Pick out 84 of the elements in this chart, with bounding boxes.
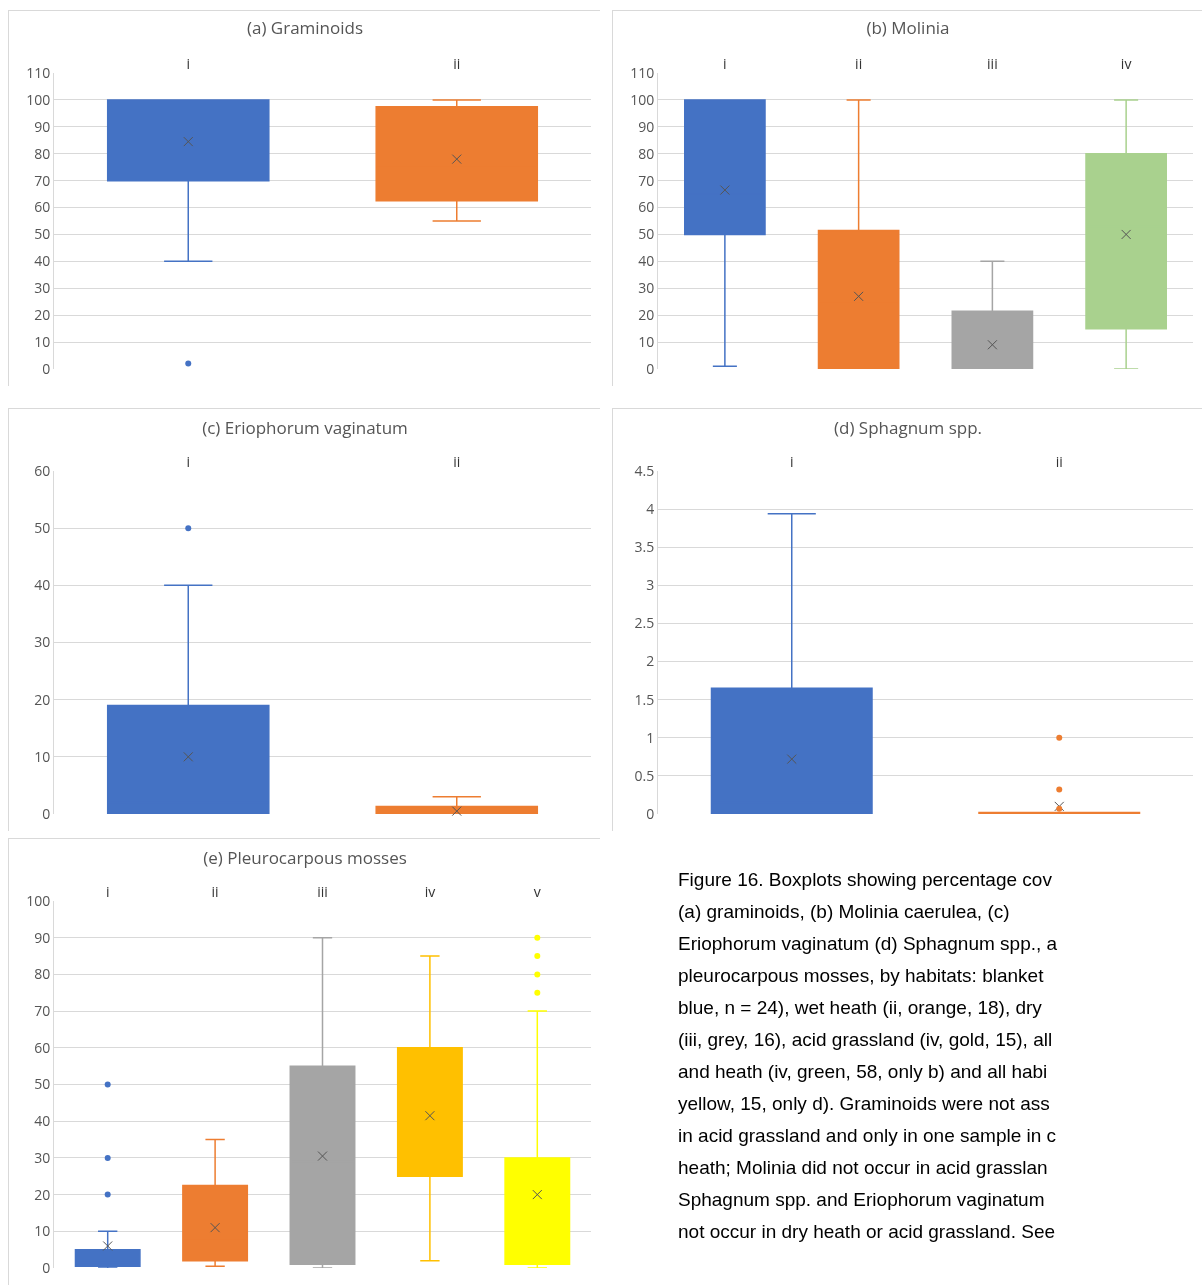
chart-title: (e) Pleurocarpous mosses (203, 846, 407, 870)
y-tick-label: 90 (34, 116, 51, 136)
chart-title: (c) Eriophorum vaginatum (202, 415, 408, 439)
y-tick-label: 50 (34, 224, 51, 244)
text: not occur in dry heath or acid grassland. See (678, 1220, 1057, 1244)
text: yellow, 15, only d). Graminoids were not ass (678, 1092, 1051, 1116)
y-tick-label: 4.5 (634, 460, 655, 480)
y-tick-label: 80 (638, 143, 655, 163)
y-tick-label: 0 (42, 1257, 51, 1277)
x-tick-label: iii (987, 54, 998, 74)
y-tick-label: 110 (630, 62, 655, 82)
y-tick-label: 0.5 (634, 765, 655, 785)
text: heath; Molinia did not occur in acid grasslan (678, 1156, 1049, 1180)
y-tick-label: 60 (34, 460, 51, 480)
chart-title: (d) Sphagnum spp. (833, 415, 983, 439)
y-tick-label: 50 (638, 224, 655, 244)
x-tick-label: iv (1120, 54, 1132, 74)
y-tick-label: 50 (34, 1074, 51, 1094)
text: Sphagnum spp. and Eriophorum vaginatum (678, 1188, 1046, 1212)
x-tick-label: ii (453, 54, 461, 74)
y-tick-label: 1.5 (634, 689, 655, 709)
x-tick-label: i (105, 882, 110, 902)
x-tick-label: ii (453, 452, 461, 472)
text: (iii, grey, 16), acid grassland (iv, gold, 15), all (678, 1028, 1054, 1052)
chart-title: (b) Molinia (866, 16, 950, 40)
y-tick-label: 40 (638, 251, 655, 271)
y-tick-label: 110 (26, 62, 51, 82)
x-tick-label: iii (317, 882, 328, 902)
text: and heath (iv, green, 58, only b) and all habi (678, 1060, 1049, 1084)
y-tick-label: 30 (34, 632, 51, 652)
y-tick-label: 80 (34, 143, 51, 163)
chart-title: (a) Graminoids (246, 16, 364, 40)
y-tick-label: 0 (646, 358, 655, 378)
x-tick-label: i (186, 452, 191, 472)
y-tick-label: 100 (26, 89, 51, 109)
x-tick-label: iv (424, 882, 436, 902)
y-tick-label: 20 (34, 305, 51, 325)
y-tick-label: 40 (34, 1111, 51, 1131)
y-tick-label: 100 (26, 890, 51, 910)
y-tick-label: 40 (34, 575, 51, 595)
y-tick-label: 10 (34, 746, 51, 766)
y-tick-label: 20 (34, 689, 51, 709)
y-tick-label: 70 (34, 1001, 51, 1020)
y-tick-label: 60 (34, 1037, 51, 1057)
y-tick-label: 20 (34, 1184, 51, 1204)
y-tick-label: 30 (638, 278, 655, 298)
x-tick-label: v (533, 882, 541, 902)
y-tick-label: 30 (34, 1147, 51, 1167)
text: (a) graminoids, (b) Molinia caerulea, (c) (678, 900, 1011, 924)
y-tick-label: 50 (34, 518, 51, 538)
caption: Figure 16. Boxplots showing percentage cov (678, 868, 1053, 892)
y-tick-label: 3.5 (634, 537, 655, 557)
x-tick-label: i (186, 54, 191, 74)
y-tick-label: 70 (34, 170, 51, 190)
y-tick-label: 40 (34, 251, 51, 271)
y-tick-label: 0 (42, 803, 51, 823)
y-tick-label: 1 (646, 727, 655, 747)
text: Eriophorum vaginatum (d) Sphagnum spp., a (678, 932, 1059, 956)
y-tick-label: 30 (34, 278, 51, 298)
y-tick-label: 90 (638, 116, 655, 136)
y-tick-label: 0 (646, 803, 655, 823)
y-tick-label: 100 (630, 89, 655, 109)
text: blue, n = 24), wet heath (ii, orange, 18), dry (678, 996, 1043, 1020)
y-tick-label: 90 (34, 927, 51, 947)
x-tick-label: ii (211, 882, 219, 902)
y-tick-label: 80 (34, 964, 51, 984)
y-tick-label: 2 (646, 651, 655, 671)
x-tick-label: ii (855, 54, 863, 74)
text: in acid grassland and only in one sample in c (678, 1124, 1058, 1148)
y-tick-label: 60 (638, 197, 655, 217)
y-tick-label: 10 (34, 1221, 51, 1241)
y-tick-label: 60 (34, 197, 51, 217)
x-tick-label: ii (1055, 452, 1063, 472)
y-tick-label: 4 (646, 499, 655, 519)
y-tick-label: 70 (638, 170, 655, 190)
y-tick-label: 2.5 (634, 613, 655, 633)
x-tick-label: i (789, 452, 794, 472)
text: pleurocarpous mosses, by habitats: blanket (678, 964, 1045, 988)
y-tick-label: 3 (646, 575, 655, 595)
y-tick-label: 20 (638, 305, 655, 325)
y-tick-label: 10 (34, 331, 51, 351)
y-tick-label: 0 (42, 358, 51, 378)
y-tick-label: 10 (638, 331, 655, 351)
x-tick-label: i (723, 54, 727, 74)
